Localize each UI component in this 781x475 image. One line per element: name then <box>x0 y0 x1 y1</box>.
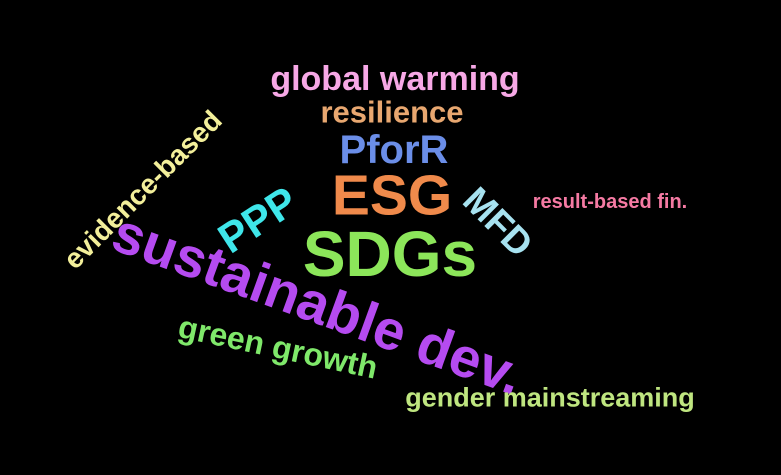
word-esg: ESG <box>331 163 453 228</box>
word-sdgs: SDGs <box>302 218 478 290</box>
word-global-warming: global warming <box>270 60 520 98</box>
word-gender-mainstreaming: gender mainstreaming <box>405 382 695 413</box>
word-resilience: resilience <box>320 94 464 130</box>
word-result-based-fin: result-based fin. <box>532 191 688 213</box>
word-pforr: PforR <box>339 128 449 172</box>
